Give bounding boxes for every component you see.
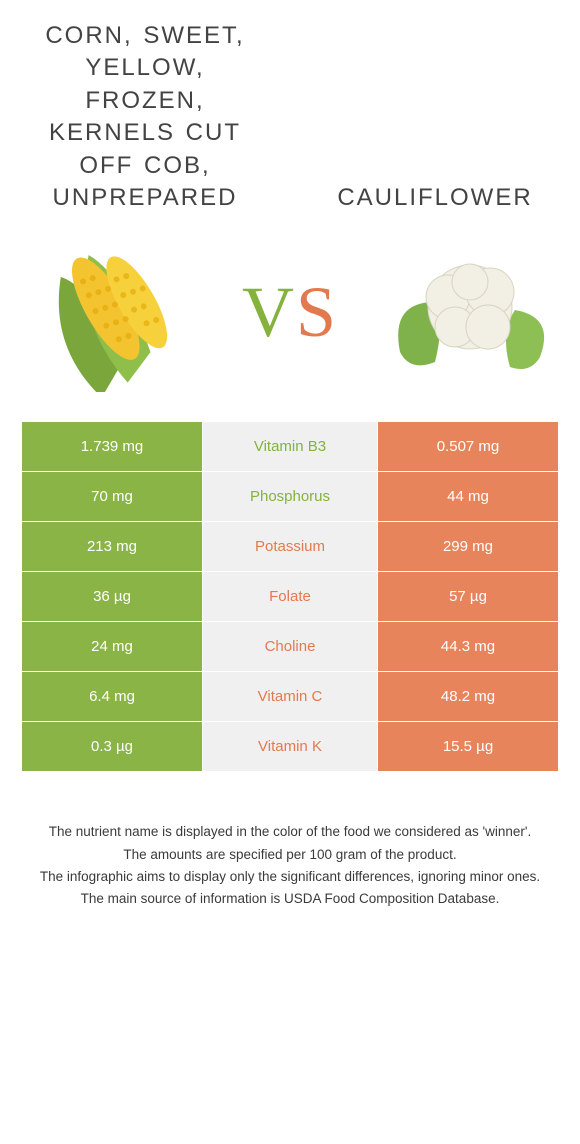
left-value-cell: 24 mg xyxy=(22,622,202,671)
table-row: 0.3 µgVitamin K15.5 µg xyxy=(22,722,558,772)
table-row: 1.739 mgVitamin B30.507 mg xyxy=(22,422,558,472)
nutrient-name-cell: Vitamin B3 xyxy=(202,422,378,471)
table-row: 36 µgFolate57 µg xyxy=(22,572,558,622)
footnotes: The nutrient name is displayed in the co… xyxy=(22,822,558,909)
table-row: 6.4 mgVitamin C48.2 mg xyxy=(22,672,558,722)
right-food-title: CAULIFLOWER xyxy=(320,182,550,214)
left-value-cell: 1.739 mg xyxy=(22,422,202,471)
left-value-cell: 6.4 mg xyxy=(22,672,202,721)
right-value-cell: 0.507 mg xyxy=(378,422,558,471)
left-value-cell: 70 mg xyxy=(22,472,202,521)
corn-icon xyxy=(30,232,190,392)
table-row: 213 mgPotassium299 mg xyxy=(22,522,558,572)
infographic-container: CORN, SWEET, YELLOW, FROZEN, KERNELS CUT… xyxy=(0,0,580,909)
nutrient-name-cell: Vitamin C xyxy=(202,672,378,721)
right-value-cell: 15.5 µg xyxy=(378,722,558,771)
table-row: 70 mgPhosphorus44 mg xyxy=(22,472,558,522)
right-value-cell: 44 mg xyxy=(378,472,558,521)
right-value-cell: 48.2 mg xyxy=(378,672,558,721)
nutrient-table: 1.739 mgVitamin B30.507 mg70 mgPhosphoru… xyxy=(22,422,558,772)
right-value-cell: 299 mg xyxy=(378,522,558,571)
nutrient-name-cell: Folate xyxy=(202,572,378,621)
left-food-title: CORN, SWEET, YELLOW, FROZEN, KERNELS CUT… xyxy=(30,20,260,214)
footnote-line: The amounts are specified per 100 gram o… xyxy=(22,845,558,865)
right-value-cell: 57 µg xyxy=(378,572,558,621)
footnote-line: The nutrient name is displayed in the co… xyxy=(22,822,558,842)
nutrient-name-cell: Potassium xyxy=(202,522,378,571)
header-row: CORN, SWEET, YELLOW, FROZEN, KERNELS CUT… xyxy=(0,0,580,214)
vs-letter-s: S xyxy=(296,272,338,352)
nutrient-name-cell: Vitamin K xyxy=(202,722,378,771)
footnote-line: The main source of information is USDA F… xyxy=(22,889,558,909)
table-row: 24 mgCholine44.3 mg xyxy=(22,622,558,672)
left-value-cell: 213 mg xyxy=(22,522,202,571)
nutrient-name-cell: Phosphorus xyxy=(202,472,378,521)
nutrient-name-cell: Choline xyxy=(202,622,378,671)
image-row: VS xyxy=(0,214,580,422)
vs-letter-v: V xyxy=(242,272,296,352)
vs-label: VS xyxy=(242,271,338,354)
footnote-line: The infographic aims to display only the… xyxy=(22,867,558,887)
left-value-cell: 0.3 µg xyxy=(22,722,202,771)
left-value-cell: 36 µg xyxy=(22,572,202,621)
cauliflower-icon xyxy=(390,232,550,392)
right-value-cell: 44.3 mg xyxy=(378,622,558,671)
